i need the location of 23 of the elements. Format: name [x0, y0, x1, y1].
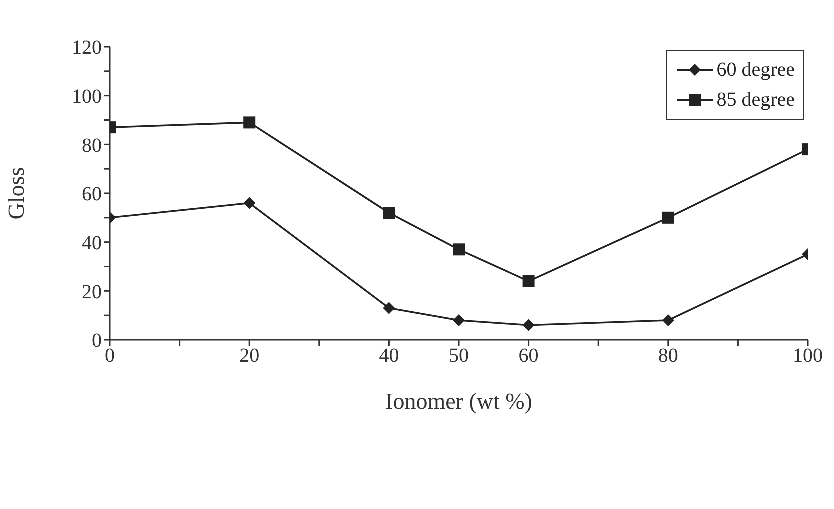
y-tick-label: 40	[82, 232, 102, 254]
x-tick-label: 80	[658, 345, 678, 368]
y-tick-label: 20	[82, 281, 102, 304]
x-tick-label: 100	[793, 345, 823, 368]
point	[522, 275, 535, 288]
y-tick-label: 60	[82, 184, 102, 206]
x-axis-title: Ionomer (wt %)	[386, 389, 532, 414]
legend-label: 85 degree	[716, 88, 795, 112]
y-axis-title: Gloss	[4, 167, 30, 220]
point	[453, 314, 465, 326]
x-tick-label: 60	[518, 345, 539, 368]
point	[383, 302, 396, 314]
x-tick-label: 20	[240, 345, 260, 368]
point	[453, 244, 465, 256]
point	[522, 319, 535, 332]
y-tick-label: 100	[72, 86, 102, 108]
y-tick-label: 0	[92, 330, 102, 352]
y-tick-label: 80	[82, 134, 102, 157]
x-tick-label: 50	[449, 345, 469, 368]
point	[383, 207, 396, 220]
legend-label: 60 degree	[716, 58, 795, 82]
x-tick-label: 40	[379, 345, 400, 368]
y-tick-label: 120	[72, 37, 102, 60]
